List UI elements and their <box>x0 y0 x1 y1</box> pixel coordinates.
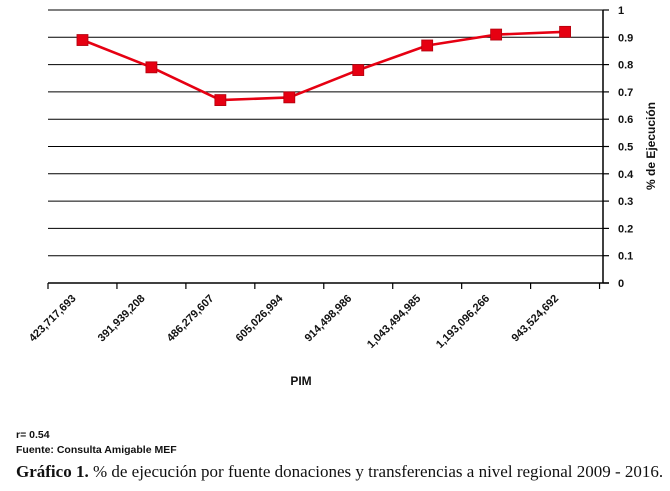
y-tick-label: 0.2 <box>618 223 633 235</box>
series-markers <box>76 25 571 106</box>
data-point <box>145 61 158 74</box>
data-point <box>283 91 296 104</box>
data-point <box>490 28 503 41</box>
data-point <box>421 39 434 52</box>
x-tick-label: 943,524,692 <box>509 293 561 345</box>
data-point <box>76 34 89 46</box>
y-tick-label: 0.7 <box>618 87 633 99</box>
series-line <box>82 30 566 102</box>
gridlines <box>48 9 603 257</box>
x-axis-title: PIM <box>290 374 311 388</box>
caption-text: % de ejecución por fuente donaciones y t… <box>92 462 664 481</box>
y-tick-label: 0.1 <box>618 251 633 263</box>
data-point <box>352 64 365 76</box>
y-tick-label: 0.6 <box>618 114 633 126</box>
x-tick-label: 605,026,994 <box>234 292 286 344</box>
x-tick-label: 1,043,494,985 <box>365 293 423 351</box>
x-tick-label: 1,193,096,266 <box>434 293 492 351</box>
x-tick-label: 391,939,208 <box>96 293 148 345</box>
figure-caption: Gráfico 1. % de ejecución por fuente don… <box>16 462 663 482</box>
y-tick-label: 0 <box>618 278 624 290</box>
x-tick-label: 423,717,693 <box>27 293 79 345</box>
x-ticks: 423,717,693 391,939,208 486,279,607 605,026… <box>27 283 601 351</box>
y-ticks: 0 0.1 0.2 0.3 0.4 0.5 0.6 0.7 0.8 0.9 1 <box>603 5 634 290</box>
y-tick-label: 0.8 <box>618 60 633 72</box>
y-tick-label: 0.3 <box>618 196 633 208</box>
y-tick-label: 0.9 <box>618 32 633 44</box>
y-tick-label: 1 <box>618 5 624 17</box>
y-tick-label: 0.5 <box>618 142 633 154</box>
x-tick-label: 486,279,607 <box>165 293 217 345</box>
data-point <box>559 25 571 38</box>
y-axis-title: % de Ejecución <box>644 102 658 190</box>
caption-label: Gráfico 1. <box>16 462 89 481</box>
correlation-note: r= 0.54 <box>16 429 50 441</box>
x-tick-label: 914,498,986 <box>303 293 355 345</box>
line-chart: 0 0.1 0.2 0.3 0.4 0.5 0.6 0.7 0.8 0.9 1 423,717,69… <box>27 5 658 388</box>
source-note: Fuente: Consulta Amigable MEF <box>16 444 177 456</box>
data-point <box>214 94 227 106</box>
y-tick-label: 0.4 <box>618 169 634 181</box>
